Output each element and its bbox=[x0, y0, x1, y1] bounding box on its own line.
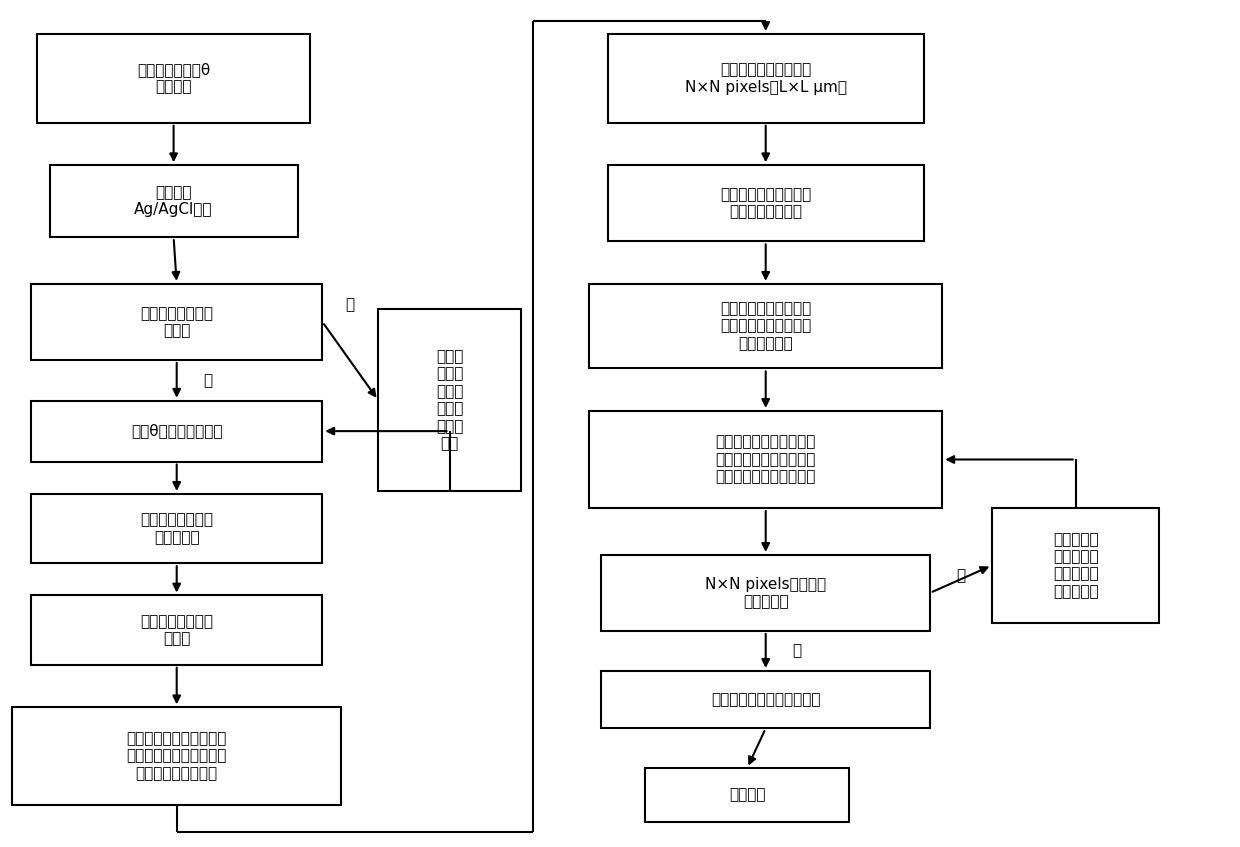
Text: 扫描数据重构获得形貌图像: 扫描数据重构获得形貌图像 bbox=[711, 692, 821, 707]
Text: N×N pixels是否全部
扫描完成？: N×N pixels是否全部 扫描完成？ bbox=[706, 577, 826, 609]
Bar bbox=[12, 707, 341, 805]
Bar bbox=[992, 508, 1159, 623]
Text: 分别插入
Ag/AgCl电极: 分别插入 Ag/AgCl电极 bbox=[134, 185, 213, 218]
Text: 控制两
个微流
量泵使
离子电
流回路
导通: 控制两 个微流 量泵使 离子电 流回路 导通 bbox=[435, 349, 464, 451]
Bar bbox=[31, 595, 322, 665]
Text: 首行正向粗扫描，获得
该行形貌轮廓曲线: 首行正向粗扫描，获得 该行形貌轮廓曲线 bbox=[720, 187, 811, 219]
Text: 观察系统中离子电
流有无: 观察系统中离子电 流有无 bbox=[140, 306, 213, 338]
Text: 否: 否 bbox=[346, 297, 355, 313]
Text: 识别该行样本的感兴趣
区域、次感兴趣区域和
不感兴趣区域: 识别该行样本的感兴趣 区域、次感兴趣区域和 不感兴趣区域 bbox=[720, 302, 811, 351]
Text: 扫描完成: 扫描完成 bbox=[729, 788, 765, 802]
Bar bbox=[378, 309, 521, 491]
Bar bbox=[50, 165, 298, 237]
Text: 扫描参数设定：像素点
N×N pixels（L×L μm）: 扫描参数设定：像素点 N×N pixels（L×L μm） bbox=[684, 62, 847, 95]
Text: 设定合理的离子电
流反馈阈值: 设定合理的离子电 流反馈阈值 bbox=[140, 512, 213, 545]
Bar bbox=[589, 284, 942, 368]
Bar bbox=[645, 768, 849, 822]
Bar bbox=[601, 555, 930, 631]
Text: 是: 是 bbox=[792, 644, 801, 658]
Text: 灌注电导溶液到θ
型玻璃管: 灌注电导溶液到θ 型玻璃管 bbox=[136, 62, 211, 95]
Text: 下一行的正
向粗扫描，
获得该行形
貌轮廓曲线: 下一行的正 向粗扫描， 获得该行形 貌轮廓曲线 bbox=[1053, 532, 1099, 599]
Bar bbox=[589, 411, 942, 508]
Bar bbox=[37, 34, 310, 123]
Bar bbox=[31, 284, 322, 360]
Bar bbox=[608, 34, 924, 123]
Bar bbox=[601, 671, 930, 728]
Text: 否: 否 bbox=[956, 568, 966, 584]
Text: 是: 是 bbox=[203, 373, 212, 388]
Bar bbox=[608, 165, 924, 241]
Bar bbox=[31, 401, 322, 462]
Text: 控制注射和吸收微流量泵
流量大小使探针尖端微液
滴大小在合理范围内: 控制注射和吸收微流量泵 流量大小使探针尖端微液 滴大小在合理范围内 bbox=[126, 731, 227, 781]
Text: 进行逐点扫描并观
察液滴: 进行逐点扫描并观 察液滴 bbox=[140, 614, 213, 646]
Text: 测试θ型双管接近曲线: 测试θ型双管接近曲线 bbox=[131, 424, 222, 439]
Bar bbox=[31, 494, 322, 563]
Text: 反向对该行感兴趣区域进
行精扫描和对不感兴趣区
域进行粗扫描或者不扫描: 反向对该行感兴趣区域进 行精扫描和对不感兴趣区 域进行粗扫描或者不扫描 bbox=[715, 435, 816, 484]
